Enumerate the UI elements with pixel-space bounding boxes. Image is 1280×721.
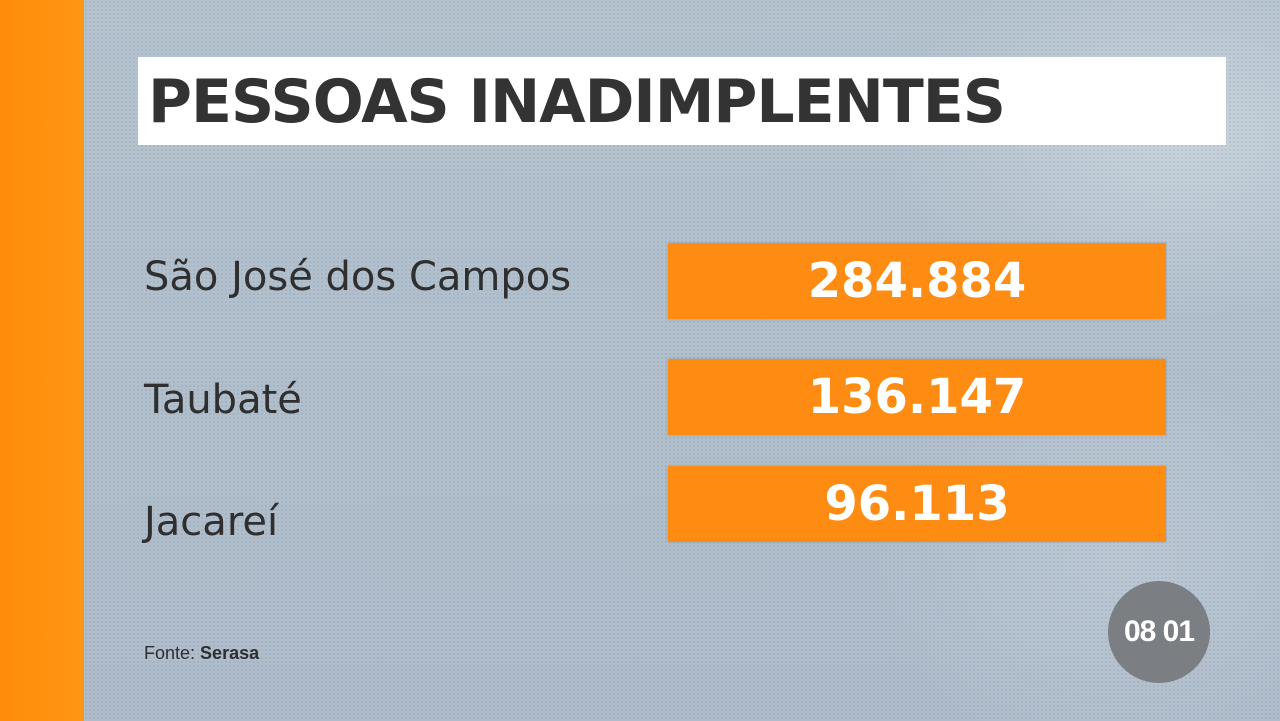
value-bar-taubate: 136.147: [668, 359, 1166, 435]
row-label-sao-jose-dos-campos: São José dos Campos: [144, 254, 572, 300]
time-text: 08 01: [1123, 615, 1195, 648]
source-caption: Fonte: Serasa: [144, 643, 259, 664]
source-prefix: Fonte:: [144, 643, 196, 663]
value-jacarei: 96.113: [824, 476, 1010, 532]
page-title: PESSOAS INADIMPLENTES: [148, 67, 1006, 137]
row-label-taubate: Taubaté: [144, 377, 302, 423]
row-label-jacarei: Jacareí: [144, 499, 279, 545]
time-badge: 08 01: [1108, 581, 1210, 683]
accent-stripe: [0, 0, 84, 721]
source-name: Serasa: [200, 643, 260, 663]
title-box: PESSOAS INADIMPLENTES: [138, 57, 1226, 145]
value-bar-jacarei: 96.113: [668, 466, 1166, 542]
value-sao-jose-dos-campos: 284.884: [807, 253, 1027, 309]
value-taubate: 136.147: [807, 369, 1027, 425]
value-bar-sao-jose-dos-campos: 284.884: [668, 243, 1166, 319]
